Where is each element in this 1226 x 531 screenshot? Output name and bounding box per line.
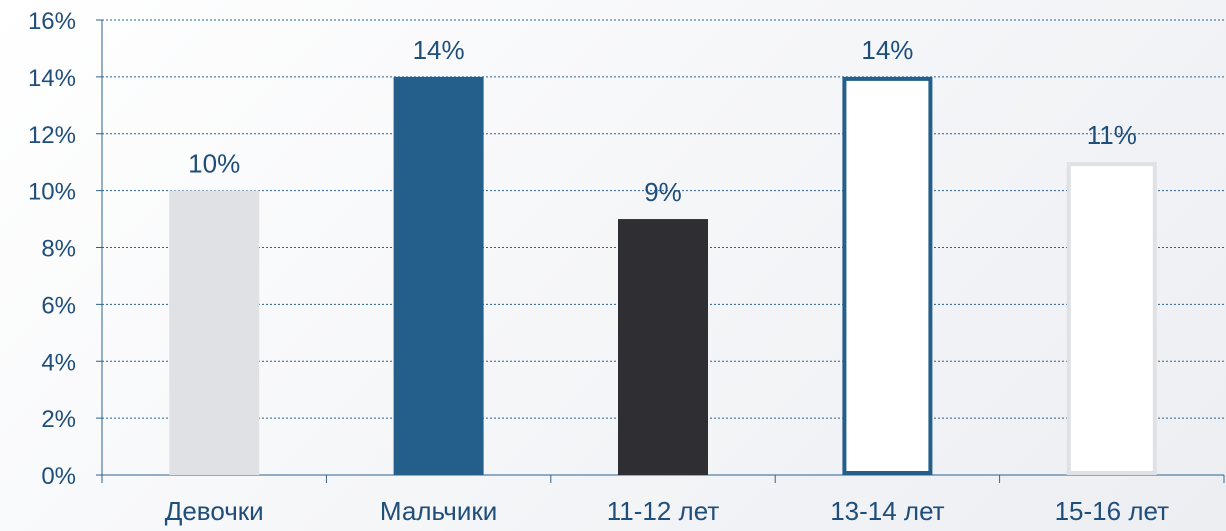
bars [169,76,1157,475]
category-labels: Девочки Мальчики 11-12 лет 13-14 лет 15-16 л… [165,496,1169,526]
category-label: 13-14 лет [830,496,944,526]
category-label: 11-12 лет [607,496,720,526]
category-label: Мальчики [380,496,497,526]
y-tick-label: 8% [41,236,76,263]
y-tick-label: 12% [28,122,76,149]
bar-2 [393,76,484,475]
y-tick-label: 14% [28,65,76,92]
bar-5 [1066,162,1157,475]
bar-1 [169,190,260,475]
y-tick-label: 16% [28,8,76,35]
y-tick-label: 6% [41,292,76,319]
y-tick-label: 2% [41,406,76,433]
data-label: 14% [861,35,913,65]
data-label: 14% [413,35,465,65]
data-label: 11% [1087,120,1137,150]
bar-4 [842,76,933,475]
y-tick-labels: 0% 2% 4% 6% 8% 10% 12% 14% 16% [28,8,76,490]
category-label: 15-16 лет [1055,496,1169,526]
data-labels: 10% 14% 9% 14% 11% [188,35,1137,207]
bar-3 [618,219,708,475]
data-label: 9% [644,177,682,207]
category-label: Девочки [165,496,264,526]
data-label: 10% [188,149,240,179]
y-tick-label: 4% [41,349,76,376]
y-tick-label: 10% [28,179,76,206]
y-tick-label: 0% [41,463,76,490]
